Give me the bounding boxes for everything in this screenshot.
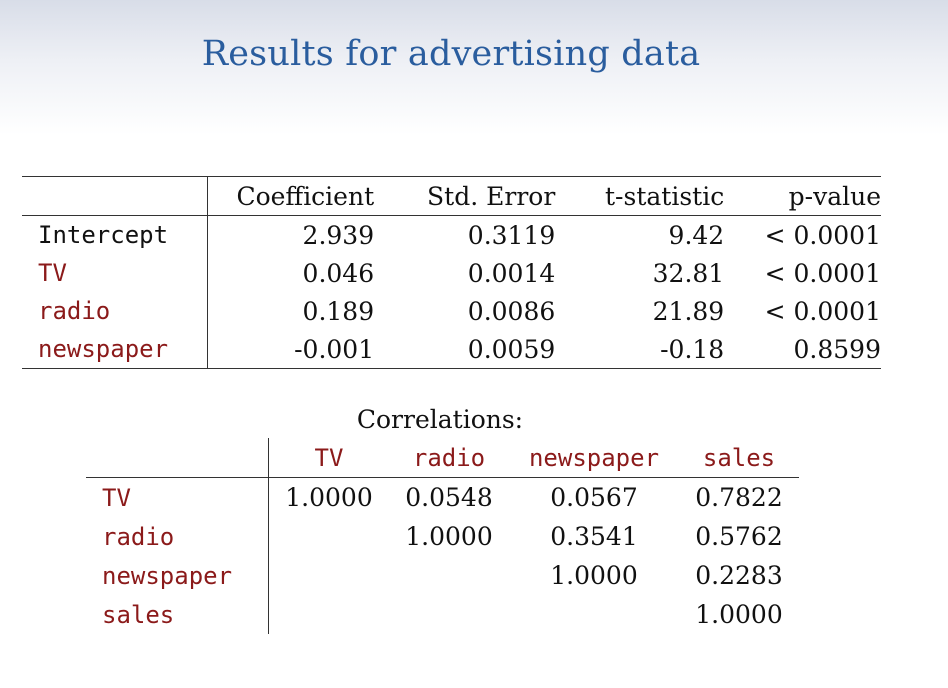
correlation-value <box>389 556 509 595</box>
t-statistic-value: -0.18 <box>660 334 725 364</box>
column-header-std-error: Std. Error <box>427 181 556 211</box>
correlation-header-row: TV radio newspaper sales <box>86 438 799 478</box>
correlation-value: 1.0000 <box>285 483 373 512</box>
std-error-value: 0.0086 <box>467 296 556 326</box>
correlation-value: 0.5762 <box>695 522 783 551</box>
table-row: radio 1.0000 0.3541 0.5762 <box>86 517 799 556</box>
t-statistic-value: 32.81 <box>652 258 725 288</box>
row-label-newspaper: newspaper <box>22 330 209 369</box>
table-row: sales 1.0000 <box>86 595 799 634</box>
coefficient-value: 0.046 <box>302 258 375 288</box>
table-row: newspaper -0.001 0.0059 -0.18 0.8599 <box>22 330 881 369</box>
correlation-value: 0.7822 <box>695 483 783 512</box>
std-error-value: 0.0014 <box>467 258 556 288</box>
table-row: TV 0.046 0.0014 32.81 < 0.0001 <box>22 254 881 292</box>
t-statistic-value: 21.89 <box>652 296 725 326</box>
table-row: newspaper 1.0000 0.2283 <box>86 556 799 595</box>
slide-title: Results for advertising data <box>201 34 701 74</box>
coefficient-value: -0.001 <box>294 334 375 364</box>
column-header-sales: sales <box>702 443 776 472</box>
row-label-radio: radio <box>86 517 269 556</box>
correlation-value: 0.0567 <box>550 483 638 512</box>
row-label-intercept: Intercept <box>22 215 209 254</box>
p-value-value: 0.8599 <box>793 334 881 364</box>
correlation-value: 1.0000 <box>550 561 638 590</box>
p-value-value: < 0.0001 <box>764 258 881 288</box>
column-header-p-value: p-value <box>788 181 881 211</box>
table-row: radio 0.189 0.0086 21.89 < 0.0001 <box>22 292 881 330</box>
correlation-corner-cell <box>86 438 269 478</box>
regression-corner-cell <box>22 176 209 216</box>
correlation-value <box>509 595 679 634</box>
column-header-t-statistic: t-statistic <box>605 181 725 211</box>
std-error-value: 0.0059 <box>467 334 556 364</box>
column-header-radio: radio <box>412 443 486 472</box>
correlations-caption: Correlations: <box>356 405 524 434</box>
row-label-tv: TV <box>86 477 269 517</box>
row-label-radio: radio <box>22 292 209 330</box>
table-row: Intercept 2.939 0.3119 9.42 < 0.0001 <box>22 215 881 254</box>
p-value-value: < 0.0001 <box>764 296 881 326</box>
correlation-value <box>269 595 390 634</box>
correlation-value <box>269 556 390 595</box>
regression-header-row: Coefficient Std. Error t-statistic p-val… <box>22 176 881 216</box>
column-header-tv: TV <box>314 443 344 472</box>
regression-table: Coefficient Std. Error t-statistic p-val… <box>22 176 881 369</box>
correlation-value <box>269 517 390 556</box>
row-label-newspaper: newspaper <box>86 556 269 595</box>
correlation-matrix: TV radio newspaper sales TV 1.0000 0.054… <box>86 438 799 634</box>
row-label-tv: TV <box>22 254 209 292</box>
table-row: TV 1.0000 0.0548 0.0567 0.7822 <box>86 477 799 517</box>
slide-header-band <box>0 0 948 135</box>
p-value-value: < 0.0001 <box>764 220 881 250</box>
coefficient-value: 0.189 <box>302 296 375 326</box>
std-error-value: 0.3119 <box>467 220 556 250</box>
correlation-value <box>389 595 509 634</box>
correlation-value: 1.0000 <box>405 522 493 551</box>
column-header-coefficient: Coefficient <box>236 181 375 211</box>
row-label-sales: sales <box>86 595 269 634</box>
correlation-value: 0.0548 <box>405 483 493 512</box>
correlation-value: 1.0000 <box>695 600 783 629</box>
coefficient-value: 2.939 <box>302 220 375 250</box>
t-statistic-value: 9.42 <box>668 220 725 250</box>
correlation-value: 0.2283 <box>695 561 783 590</box>
correlation-value: 0.3541 <box>550 522 638 551</box>
column-header-newspaper: newspaper <box>528 443 660 472</box>
